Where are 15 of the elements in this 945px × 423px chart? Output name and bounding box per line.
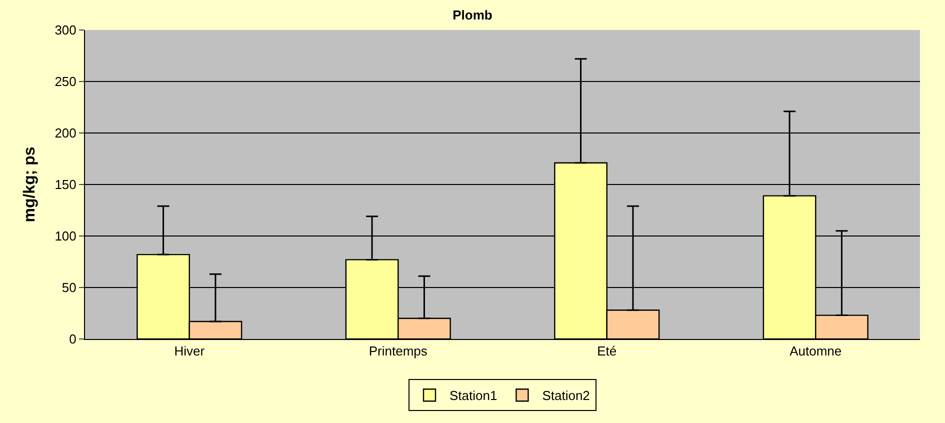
y-tick-label: 300 [54, 22, 76, 38]
legend-label: Station1 [450, 388, 498, 404]
x-tick-label: Printemps [368, 344, 428, 359]
x-tick-label: Automne [790, 344, 842, 359]
y-tick-label: 150 [54, 177, 76, 192]
y-tick-label: 100 [54, 228, 76, 244]
x-tick-label: Hiver [174, 344, 206, 359]
y-axis-title: mg/kg; ps [22, 146, 39, 222]
y-tick-label: 0 [69, 332, 76, 347]
legend-label: Station2 [542, 388, 590, 404]
y-tick-label: 50 [62, 280, 76, 296]
y-tick-label: 200 [54, 126, 76, 141]
chart-title: Plomb [452, 8, 492, 23]
y-tick-label: 250 [54, 74, 76, 90]
x-tick-label: Eté [597, 344, 617, 359]
